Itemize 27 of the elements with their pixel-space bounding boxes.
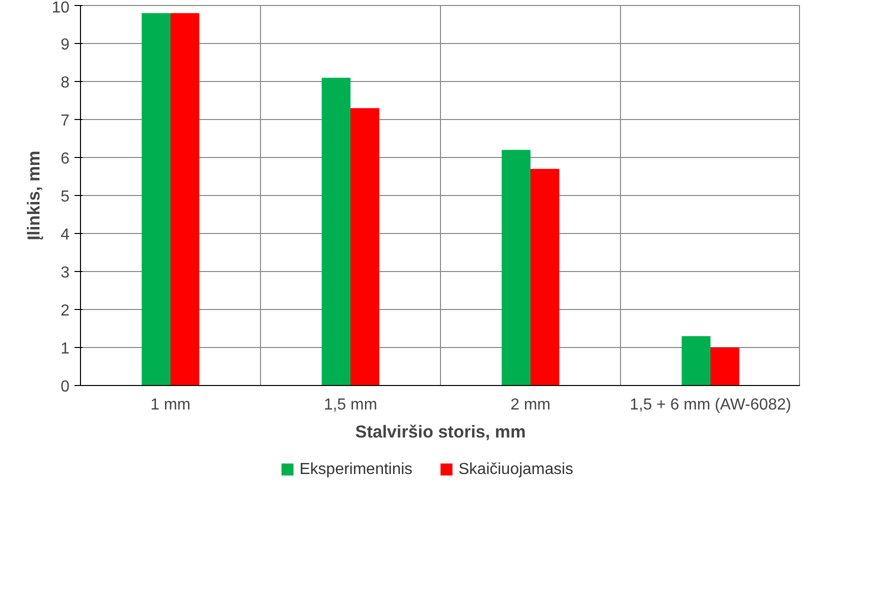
x-tick-label: 2 mm xyxy=(510,396,550,414)
bar xyxy=(502,150,530,386)
y-tick-label: 10 xyxy=(52,0,70,16)
y-tick-label: 0 xyxy=(60,378,70,396)
y-tick-label: 9 xyxy=(60,36,70,54)
y-tick-label: 6 xyxy=(60,150,70,168)
y-tick-label: 1 xyxy=(60,340,70,358)
x-axis-title: Stalviršio storis, mm xyxy=(355,422,526,442)
y-tick-label: 4 xyxy=(60,226,70,244)
bar xyxy=(170,13,200,386)
y-tick-label: 3 xyxy=(60,264,70,282)
y-tick-label: 5 xyxy=(60,188,70,206)
y-axis-title: Įlinkis, mm xyxy=(24,150,44,240)
bar xyxy=(322,78,350,386)
x-tick-label: 1,5 + 6 mm (AW-6082) xyxy=(630,396,792,414)
bar xyxy=(142,13,170,386)
legend-label: Eksperimentinis xyxy=(300,461,412,478)
bar xyxy=(530,168,560,386)
legend-label: Skaičiuojamasis xyxy=(458,461,574,478)
y-tick-label: 7 xyxy=(60,112,70,130)
x-tick-label: 1 mm xyxy=(150,396,190,414)
y-tick-label: 2 xyxy=(60,302,70,320)
x-tick-label: 1,5 mm xyxy=(324,396,378,414)
y-tick-label: 8 xyxy=(60,74,70,92)
bar xyxy=(710,348,740,386)
bar xyxy=(682,336,710,386)
bar xyxy=(350,108,380,386)
